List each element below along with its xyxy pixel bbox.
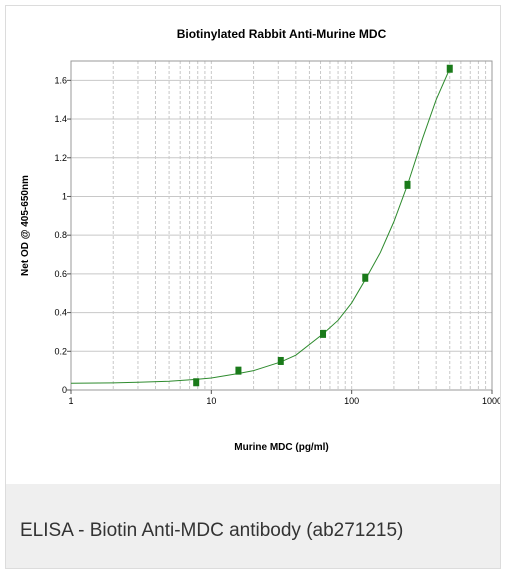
x-tick-label: 1000	[482, 396, 500, 406]
y-tick-label: 0	[62, 385, 67, 395]
y-tick-label: 1.2	[54, 153, 67, 163]
y-tick-label: 1	[62, 191, 67, 201]
data-point	[446, 64, 453, 73]
y-tick-label: 1.6	[54, 75, 67, 85]
figure-card: 1 10 100 1000 0 0.2 0.4 0.6 0.8 1 1.2 1.4 1.6 Biotin…	[5, 5, 502, 569]
y-tick-label: 1.4	[54, 114, 67, 124]
y-tick-label: 0.4	[54, 308, 67, 318]
y-tick-label: 0.2	[54, 346, 67, 356]
data-point	[320, 329, 327, 338]
data-point	[362, 273, 369, 282]
data-points	[193, 64, 453, 387]
y-axis-label: Net OD @ 405-650nm	[20, 175, 31, 276]
x-tick-label: 10	[206, 396, 216, 406]
data-point	[277, 356, 284, 365]
y-tick-label: 0.6	[54, 269, 67, 279]
chart-area: 1 10 100 1000 0 0.2 0.4 0.6 0.8 1 1.2 1.4 1.6 Biotin…	[6, 6, 502, 484]
tick-labels: 1 10 100 1000 0 0.2 0.4 0.6 0.8 1 1.2 1.4 1.6	[54, 75, 502, 406]
figure-caption: ELISA - Biotin Anti-MDC antibody (ab2712…	[20, 520, 404, 541]
chart-title: Biotinylated Rabbit Anti-Murine MDC	[177, 27, 387, 41]
elisa-chart: 1 10 100 1000 0 0.2 0.4 0.6 0.8 1 1.2 1.4 1.6 Biotin…	[20, 27, 502, 453]
x-tick-label: 1	[68, 396, 73, 406]
fit-curve	[70, 68, 451, 384]
grid-lines	[71, 61, 492, 390]
data-point	[193, 378, 200, 387]
plot-frame	[70, 60, 493, 391]
x-tick-label: 100	[344, 396, 359, 406]
x-axis-label: Murine MDC (pg/ml)	[234, 442, 328, 453]
caption-box: ELISA - Biotin Anti-MDC antibody (ab2712…	[6, 484, 500, 568]
y-tick-label: 0.8	[54, 230, 67, 240]
data-point	[404, 180, 411, 189]
data-point	[235, 366, 242, 375]
